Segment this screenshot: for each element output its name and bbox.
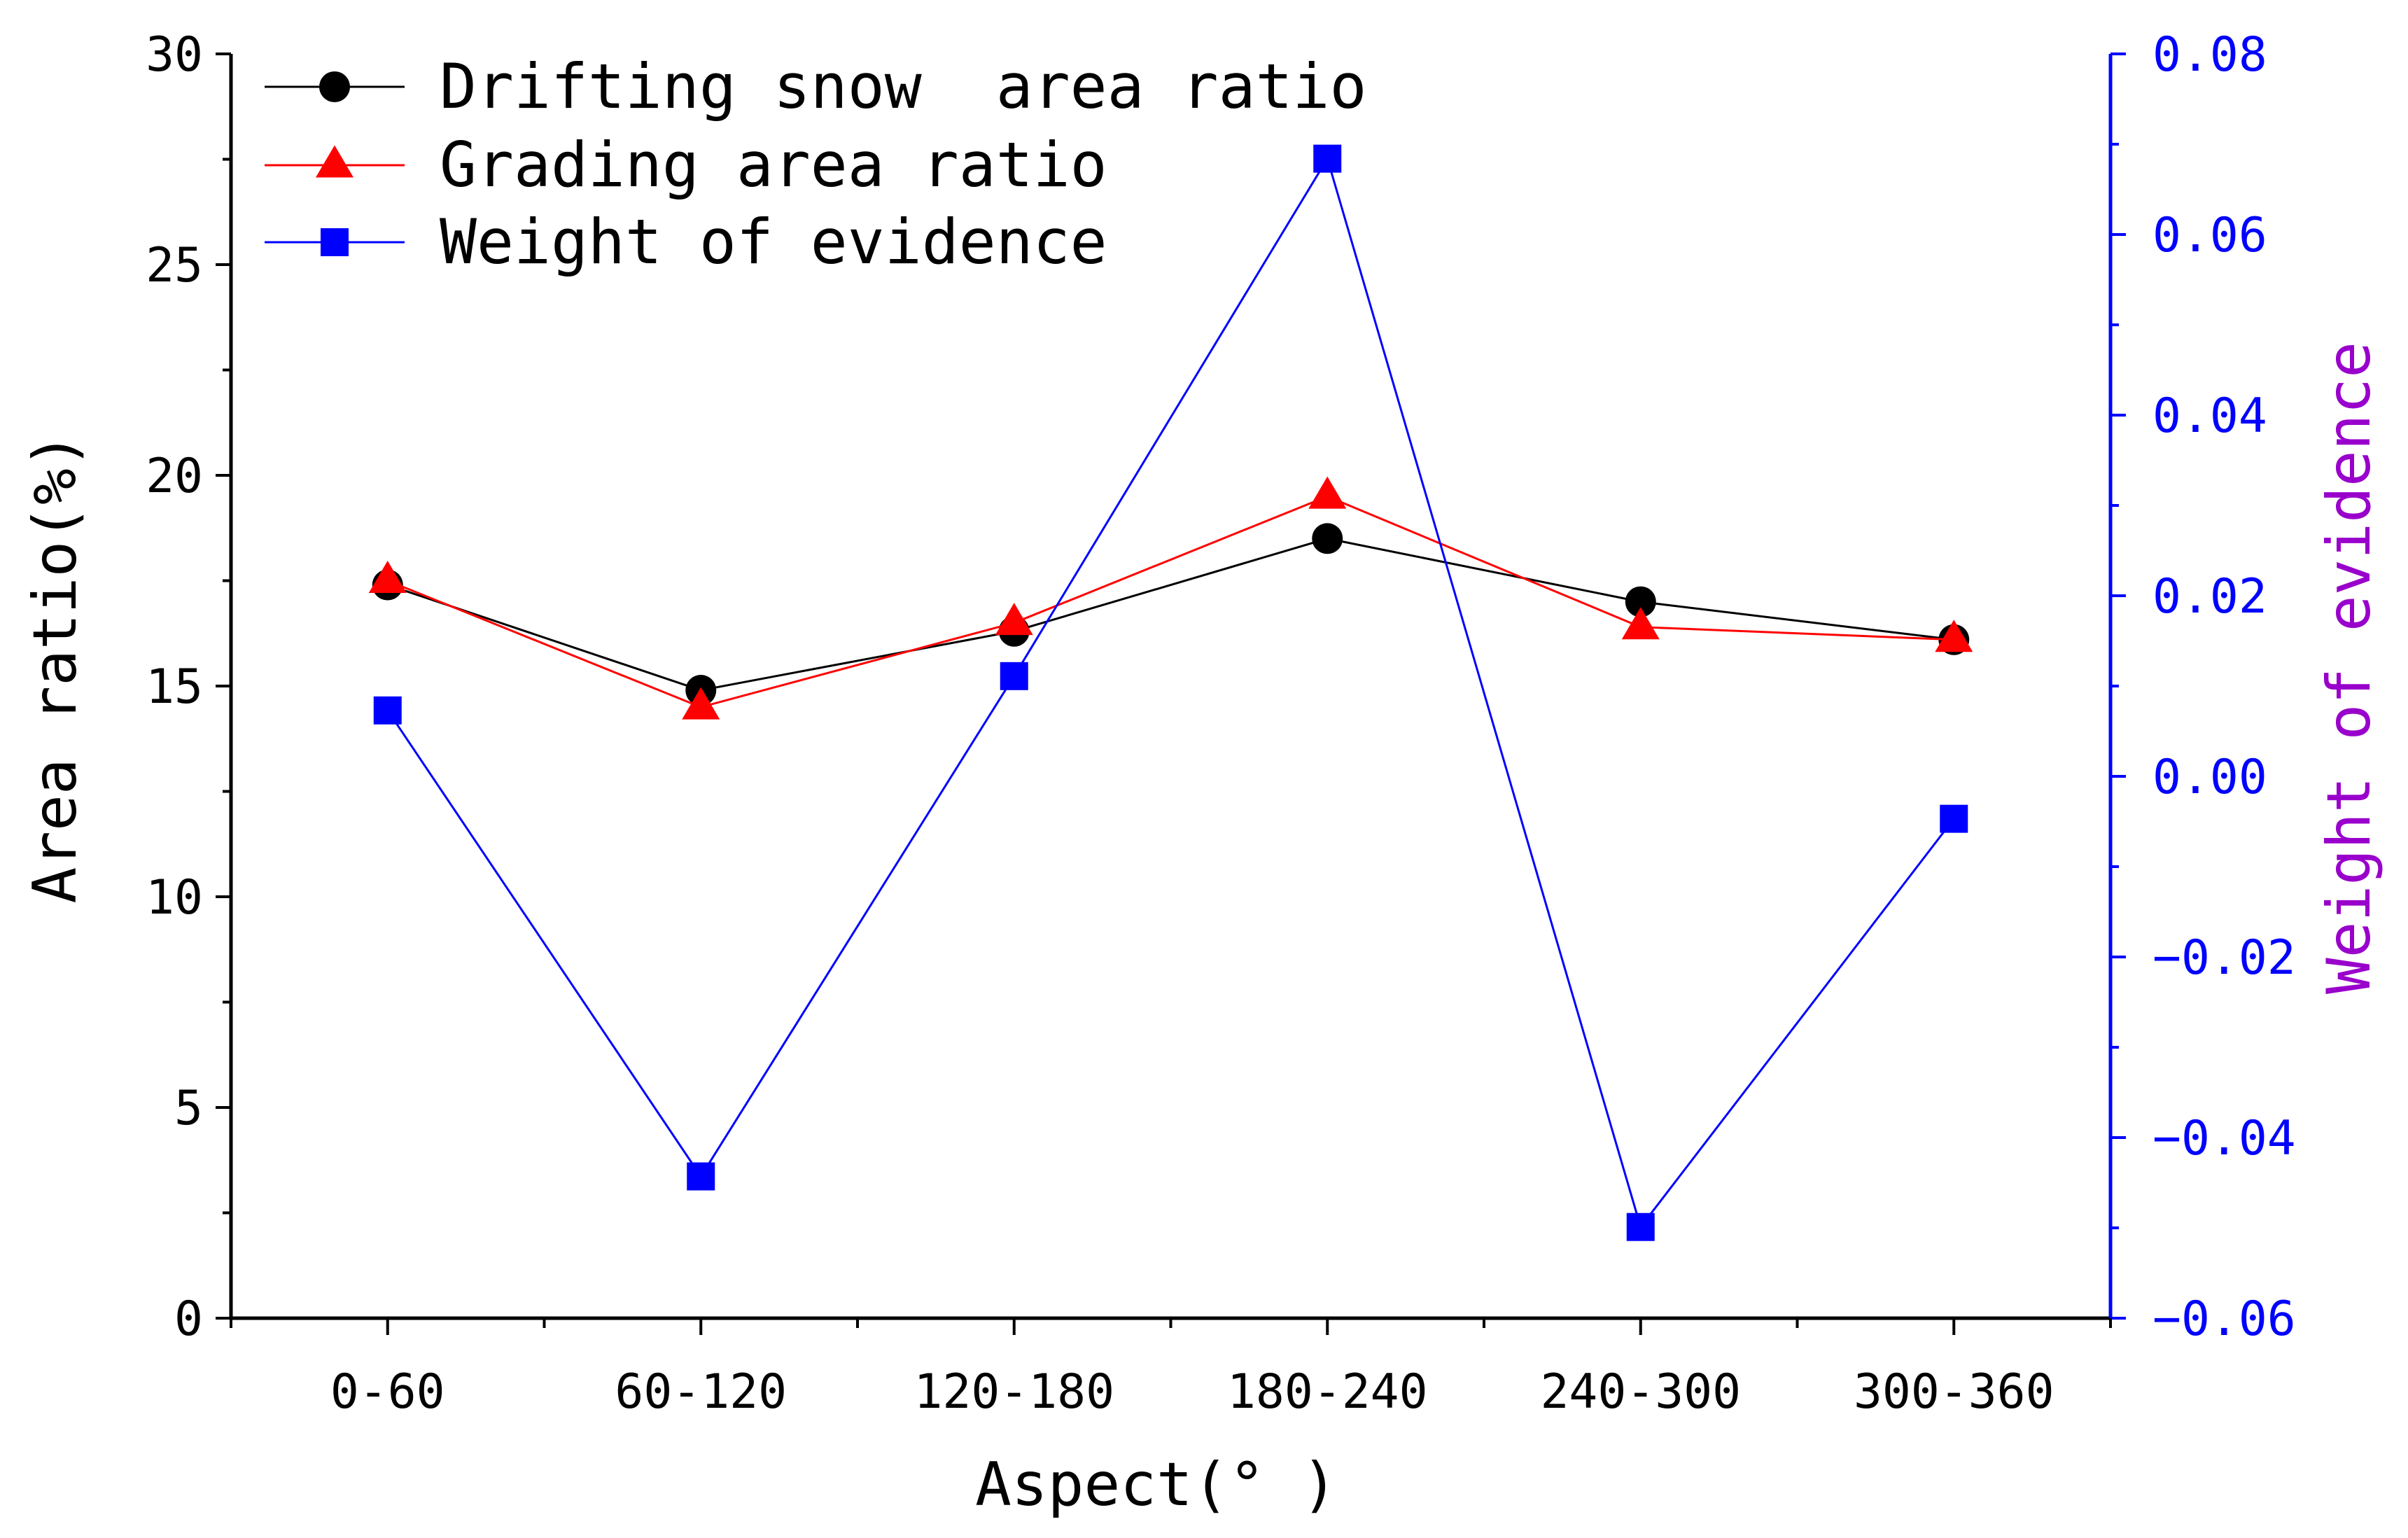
data-point (1626, 1212, 1655, 1241)
x-tick-label: 0-60 (330, 1364, 445, 1420)
data-point (687, 1162, 715, 1191)
legend-label: Weight of evidence (440, 206, 1107, 278)
x-tick-label: 300-360 (1854, 1364, 2054, 1420)
legend-marker (321, 228, 349, 256)
series-layer (368, 144, 1973, 1241)
x-axis-title: Aspect(° ) (975, 1450, 1338, 1520)
x-tick-label: 120-180 (913, 1364, 1114, 1420)
y2-tick-label: −0.04 (2152, 1111, 2296, 1166)
data-point (682, 687, 720, 720)
y-tick-label: 20 (146, 449, 203, 504)
data-point (1625, 586, 1656, 617)
y-tick-label: 0 (174, 1292, 203, 1347)
data-point (1313, 144, 1342, 173)
data-point (1312, 523, 1343, 554)
y-tick-label: 5 (174, 1081, 203, 1136)
y-tick-label: 15 (146, 659, 203, 715)
y2-tick-label: 0.02 (2152, 569, 2267, 624)
data-point (1308, 476, 1347, 509)
data-point (368, 560, 407, 593)
legend-marker (319, 71, 350, 102)
legend-label: Drifting snow area ratio (440, 50, 1367, 123)
series-circle (372, 523, 1970, 706)
y-axis-title: Area ratio(%) (20, 432, 90, 903)
data-point (995, 603, 1033, 636)
data-point (1621, 607, 1660, 640)
x-tick-label: 180-240 (1227, 1364, 1428, 1420)
y-tick-label: 10 (146, 870, 203, 925)
series-line (386, 155, 1955, 1229)
data-point (1940, 804, 1968, 833)
x-tick-label: 60-120 (615, 1364, 787, 1420)
x-tick-label: 240-300 (1540, 1364, 1741, 1420)
y2-tick-label: 0.00 (2152, 750, 2267, 805)
y2-axis-title: Weight of evidence (2314, 342, 2384, 994)
y2-tick-label: −0.02 (2152, 930, 2296, 986)
y2-tick-label: 0.06 (2152, 208, 2267, 263)
y2-tick-label: −0.06 (2152, 1292, 2296, 1347)
data-point (373, 696, 402, 725)
legend-label: Grading area ratio (440, 129, 1107, 201)
legend-marker (316, 145, 354, 178)
data-point (1000, 662, 1028, 690)
series-line (387, 495, 1954, 708)
series-square (373, 144, 1968, 1241)
axes: 0 5 10 15 20 25 30 −0.06 −0.04 −0.02 0.00 0.02 0.04 0… (146, 27, 2296, 1420)
data-point (1935, 620, 1973, 652)
y-tick-label: 30 (146, 27, 203, 83)
series-triangle (368, 476, 1973, 720)
y-tick-label: 25 (146, 238, 203, 293)
y2-tick-label: 0.04 (2152, 389, 2267, 444)
series-line (387, 537, 1954, 692)
y2-tick-label: 0.08 (2152, 27, 2267, 83)
